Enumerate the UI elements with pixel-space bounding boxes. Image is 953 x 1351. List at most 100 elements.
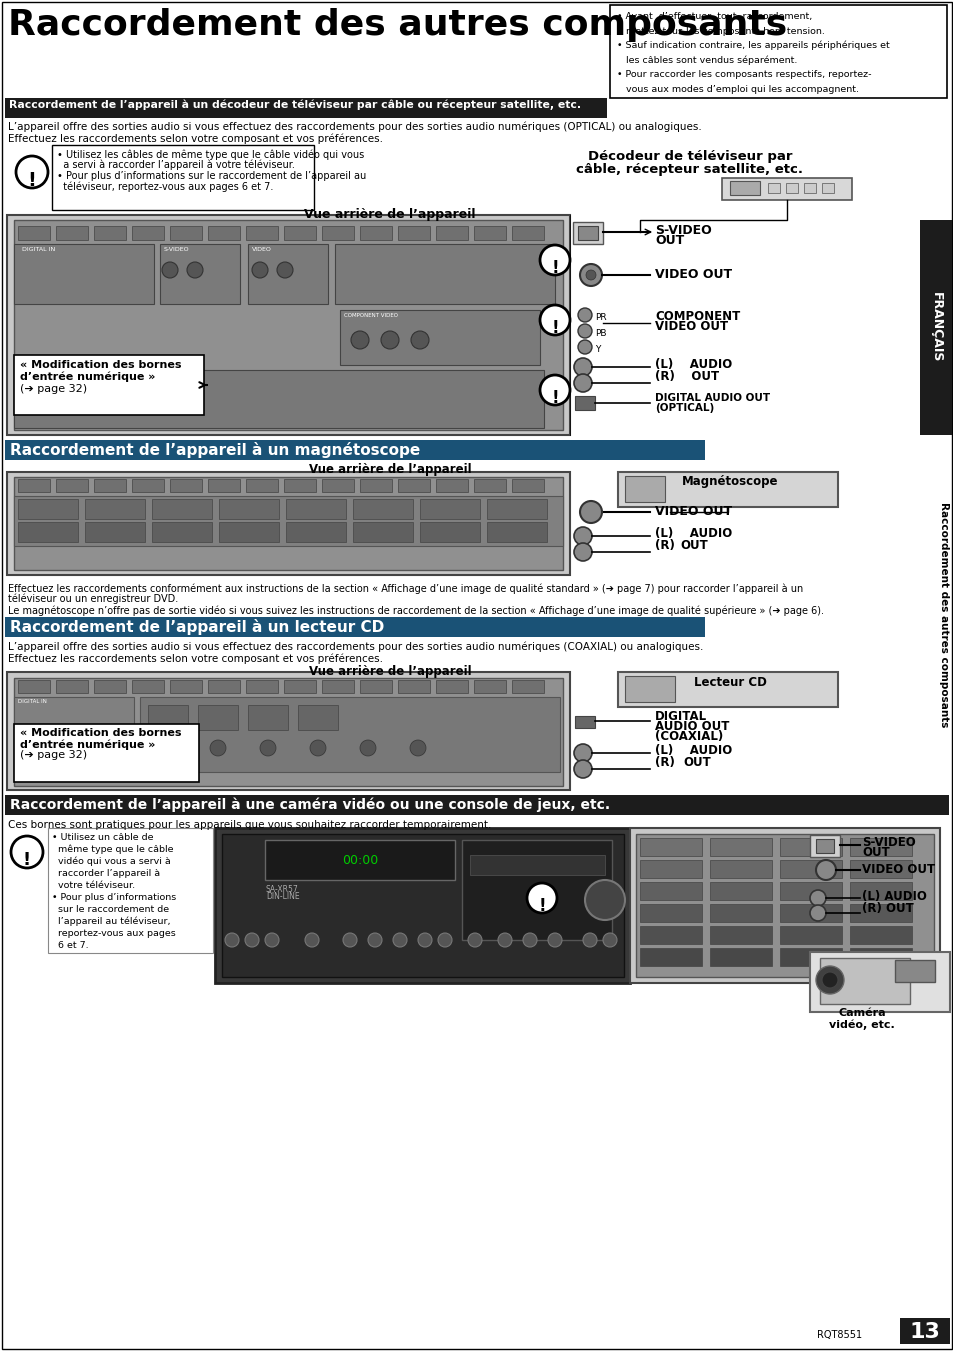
Bar xyxy=(286,499,346,519)
Text: OUT: OUT xyxy=(682,757,710,769)
Bar xyxy=(284,680,315,693)
Circle shape xyxy=(821,971,837,988)
Circle shape xyxy=(574,543,592,561)
Text: mettez tous les composants hors tension.: mettez tous les composants hors tension. xyxy=(617,27,824,35)
Bar xyxy=(208,680,240,693)
Bar xyxy=(353,521,413,542)
Text: (➔ page 32): (➔ page 32) xyxy=(20,750,87,761)
Circle shape xyxy=(187,262,203,278)
Bar xyxy=(512,680,543,693)
Text: DIGITAL AUDIO OUT: DIGITAL AUDIO OUT xyxy=(655,393,769,403)
Bar xyxy=(578,226,598,240)
Text: 13: 13 xyxy=(908,1323,940,1342)
Bar xyxy=(639,838,701,857)
Circle shape xyxy=(310,740,326,757)
Circle shape xyxy=(305,934,318,947)
Text: l’appareil au téléviseur,: l’appareil au téléviseur, xyxy=(52,917,171,927)
Bar xyxy=(639,882,701,900)
Text: (R)    OUT: (R) OUT xyxy=(655,370,719,382)
Bar xyxy=(729,181,760,195)
Circle shape xyxy=(410,740,426,757)
Bar xyxy=(152,499,212,519)
Bar xyxy=(359,480,392,492)
Bar xyxy=(219,499,278,519)
Text: (➔ page 32): (➔ page 32) xyxy=(20,384,87,394)
Text: (L) AUDIO: (L) AUDIO xyxy=(862,890,926,902)
Bar xyxy=(94,480,126,492)
Text: L’appareil offre des sorties audio si vous effectuez des raccordements pour des : L’appareil offre des sorties audio si vo… xyxy=(8,640,702,651)
Bar xyxy=(397,680,430,693)
Bar xyxy=(14,220,562,430)
Bar xyxy=(246,226,277,240)
Text: VIDEO OUT: VIDEO OUT xyxy=(655,505,731,517)
Bar xyxy=(48,828,213,952)
Bar xyxy=(815,839,833,852)
Text: VIDEO OUT: VIDEO OUT xyxy=(862,863,934,875)
Bar xyxy=(639,904,701,921)
Text: a servi à raccorder l’appareil à votre téléviseur.: a servi à raccorder l’appareil à votre t… xyxy=(57,159,294,170)
Bar xyxy=(208,480,240,492)
Bar xyxy=(624,676,675,703)
Text: AUDIO OUT: AUDIO OUT xyxy=(655,720,729,734)
Text: DIGITAL: DIGITAL xyxy=(655,711,706,723)
Circle shape xyxy=(809,905,825,921)
Text: • Pour raccorder les composants respectifs, reportez-: • Pour raccorder les composants respecti… xyxy=(617,70,871,78)
Text: Effectuez les raccordements conformément aux instructions de la section « Affich: Effectuez les raccordements conformément… xyxy=(8,584,802,593)
Text: • Sauf indication contraire, les appareils périphériques et: • Sauf indication contraire, les apparei… xyxy=(617,41,889,50)
Bar xyxy=(140,697,559,771)
Bar xyxy=(849,948,911,966)
Text: L’appareil offre des sorties audio si vous effectuez des raccordements pour des : L’appareil offre des sorties audio si vo… xyxy=(8,122,701,132)
Bar xyxy=(618,471,837,507)
Text: Raccordement des autres composants: Raccordement des autres composants xyxy=(938,503,948,728)
Bar xyxy=(709,925,771,944)
Circle shape xyxy=(582,934,597,947)
Bar xyxy=(85,521,145,542)
Bar xyxy=(7,471,569,576)
Text: (OPTICAL): (OPTICAL) xyxy=(655,403,714,413)
Bar xyxy=(780,861,841,878)
Circle shape xyxy=(579,263,601,286)
Bar xyxy=(148,705,188,730)
Bar xyxy=(636,834,933,977)
Circle shape xyxy=(539,245,569,276)
Bar xyxy=(397,226,430,240)
Circle shape xyxy=(584,880,624,920)
Bar xyxy=(5,617,704,638)
Text: • Pour plus d’informations: • Pour plus d’informations xyxy=(52,893,176,902)
Circle shape xyxy=(522,934,537,947)
Circle shape xyxy=(574,744,592,762)
Bar xyxy=(809,835,840,857)
Bar xyxy=(94,226,126,240)
Bar xyxy=(849,925,911,944)
Bar xyxy=(170,226,202,240)
Bar xyxy=(709,904,771,921)
Bar xyxy=(56,226,88,240)
Bar xyxy=(785,182,797,193)
Bar xyxy=(803,182,815,193)
Circle shape xyxy=(393,934,407,947)
Bar xyxy=(284,226,315,240)
Circle shape xyxy=(225,934,239,947)
Bar xyxy=(248,705,288,730)
Bar xyxy=(474,226,505,240)
Bar xyxy=(56,680,88,693)
Bar xyxy=(512,226,543,240)
Bar xyxy=(5,99,606,118)
Bar xyxy=(780,904,841,921)
Bar xyxy=(436,480,468,492)
Circle shape xyxy=(815,861,835,880)
Text: 6 et 7.: 6 et 7. xyxy=(52,942,89,950)
Text: d’entrée numérique »: d’entrée numérique » xyxy=(20,372,155,382)
Circle shape xyxy=(574,761,592,778)
Bar xyxy=(486,499,546,519)
Bar xyxy=(575,716,595,728)
Bar xyxy=(18,680,50,693)
Text: COMPONENT: COMPONENT xyxy=(655,309,740,323)
Text: PR: PR xyxy=(595,313,606,323)
Bar xyxy=(419,521,479,542)
Bar xyxy=(512,480,543,492)
Bar xyxy=(14,370,543,428)
Bar xyxy=(14,697,133,771)
Text: VIDEO OUT: VIDEO OUT xyxy=(655,320,727,332)
Circle shape xyxy=(578,340,592,354)
